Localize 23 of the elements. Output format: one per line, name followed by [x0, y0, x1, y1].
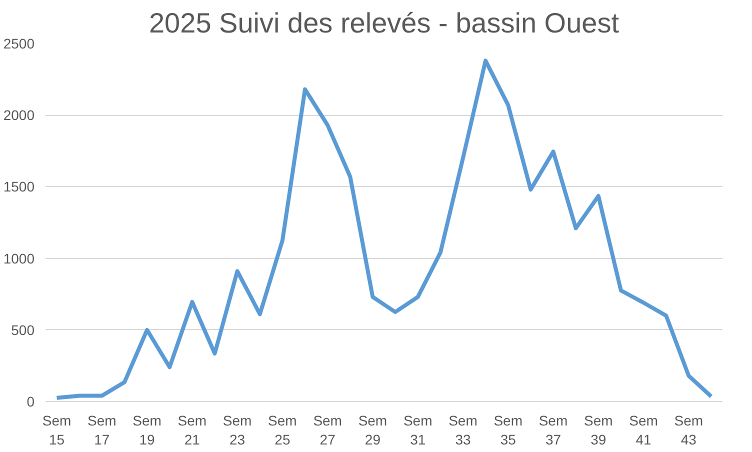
x-tick-label: Sem 17: [88, 412, 116, 448]
x-tick-label: Sem 19: [132, 412, 162, 448]
y-tick-label: 2500: [3, 36, 35, 52]
y-tick-label: 1000: [3, 250, 35, 266]
line-series: [54, 58, 714, 400]
y-tick-label: 2000: [3, 107, 35, 124]
x-tick-label: Sem 37: [538, 412, 568, 448]
y-tick-label: 1500: [3, 178, 35, 195]
x-tick-label: Sem 43: [674, 412, 704, 448]
y-tick-label: 500: [11, 322, 35, 338]
x-tick-label: Sem 39: [584, 412, 613, 448]
x-tick-label: Sem 31: [403, 412, 432, 448]
x-tick-label: Sem 41: [629, 412, 658, 448]
x-tick-label: Sem 35: [494, 412, 523, 448]
chart-title: 2025 Suivi des relevés - bassin Ouest: [148, 8, 620, 38]
x-tick-label: Sem 33: [448, 412, 478, 448]
y-tick-label: 0: [26, 394, 35, 410]
x-tick-label: Sem 21: [178, 412, 207, 448]
x-tick-label: Sem 15: [42, 412, 72, 448]
x-tick-label: Sem 25: [268, 412, 297, 448]
x-tick-label: Sem 27: [313, 412, 342, 448]
x-tick-label: Sem 29: [358, 412, 388, 448]
x-tick-label: Sem 23: [222, 412, 252, 448]
